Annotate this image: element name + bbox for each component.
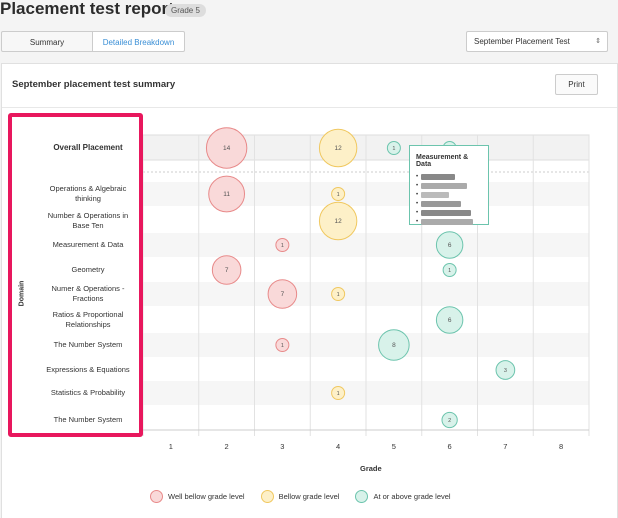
page-title: Placement test report <box>0 0 174 18</box>
bubble-value-label: 12 <box>335 145 343 152</box>
x-tick-label: 2 <box>225 442 229 451</box>
legend-label: At or above grade level <box>373 492 451 501</box>
tooltip-row: • <box>416 217 482 226</box>
view-tabs: Summary Detailed Breakdown <box>1 31 185 52</box>
tooltip-title: Measurement & Data <box>416 154 469 168</box>
legend-swatch <box>150 490 163 503</box>
tooltip-redacted-bar <box>421 173 456 180</box>
chevron-updown-icon: ⇕ <box>595 38 601 45</box>
domain-label: The Number System <box>53 415 123 424</box>
x-tick-label: 8 <box>559 442 563 451</box>
domain-label: Statistics & Probability <box>50 388 126 397</box>
legend-swatch <box>260 490 274 503</box>
data-bubble <box>275 338 290 352</box>
x-tick-label: 3 <box>280 442 284 451</box>
tooltip-row: • <box>416 190 482 199</box>
domain-label: Measurement & Data <box>52 240 124 249</box>
bubble-value-label: 12 <box>335 218 343 225</box>
test-select-value: September Placement Test <box>474 37 570 46</box>
bubble-value-label: 1 <box>392 146 395 152</box>
legend-label: Bellow grade level <box>278 492 340 501</box>
tooltip-row: • <box>416 181 482 190</box>
bubble-value-label: 1 <box>281 343 284 349</box>
domain-label: Operations & Algebraic thinking <box>49 184 127 203</box>
bubble-value-label: 14 <box>223 145 231 152</box>
bubble-value-label: 6 <box>448 242 452 249</box>
bubble-value-label: 1 <box>448 268 451 274</box>
x-tick-label: 1 <box>169 442 173 451</box>
x-tick-label: 4 <box>336 442 340 451</box>
x-tick-label: 5 <box>392 442 396 451</box>
legend-label: Well bellow grade level <box>168 492 245 501</box>
legend-swatch <box>355 490 369 503</box>
tooltip-row: • <box>416 172 482 181</box>
domain-label: Geometry <box>71 265 105 274</box>
tooltip-row: • <box>416 208 482 217</box>
domain-label: The Number System <box>53 340 123 349</box>
legend-item: At or above grade level <box>355 490 451 503</box>
y-axis-title: Domain <box>18 280 26 307</box>
data-bubble <box>318 128 358 168</box>
data-bubble <box>211 255 242 285</box>
data-bubble <box>435 231 464 259</box>
tab-detailed-breakdown[interactable]: Detailed Breakdown <box>93 31 185 52</box>
bubble-value-label: 1 <box>337 292 340 298</box>
tooltip-row: • <box>416 199 482 208</box>
bubble-value-label: 11 <box>223 191 230 198</box>
data-bubble <box>386 141 401 155</box>
data-bubble <box>435 306 464 334</box>
x-tick-label: 6 <box>448 442 452 451</box>
domain-label: Number & Operations in Base Ten <box>47 211 129 230</box>
data-bubble <box>331 187 346 201</box>
legend-item: Well bellow grade level <box>150 490 245 503</box>
domain-label: Numer & Operations - Fractions <box>51 284 125 303</box>
bubble-value-label: 1 <box>281 243 284 249</box>
bubble-value-label: 7 <box>281 291 285 298</box>
data-bubble <box>442 263 457 277</box>
tooltip: Measurement & Data • • • • • • <box>409 145 489 225</box>
print-button[interactable]: Print <box>555 74 598 95</box>
data-bubble <box>267 279 298 309</box>
bubble-value-label: 8 <box>392 342 396 349</box>
domain-label: Ratios & Proportional Relationships <box>52 310 124 329</box>
data-bubble <box>495 360 516 380</box>
data-bubble <box>331 386 346 400</box>
data-bubble <box>331 287 346 301</box>
tooltip-redacted-bar <box>421 182 468 189</box>
grade-badge: Grade 5 <box>165 4 206 17</box>
domain-label: Overall Placement <box>53 143 123 152</box>
x-axis-title: Grade <box>360 464 382 473</box>
bubble-value-label: 7 <box>225 267 229 274</box>
x-tick-label: 7 <box>503 442 507 451</box>
bubble-value-label: 6 <box>448 317 452 324</box>
data-bubble <box>275 238 290 252</box>
bubble-value-label: 3 <box>504 368 507 374</box>
data-bubble <box>378 329 410 361</box>
card-title: September placement test summary <box>12 79 176 90</box>
chart-legend: Well bellow grade level Bellow grade leve… <box>150 490 451 503</box>
test-select[interactable]: September Placement Test ⇕ <box>466 31 608 52</box>
tab-summary[interactable]: Summary <box>1 31 93 52</box>
tooltip-redacted-bar <box>421 209 472 216</box>
domain-label: Expressions & Equations <box>46 365 130 374</box>
bubble-value-label: 1 <box>337 192 340 198</box>
tooltip-redacted-bar <box>421 191 450 198</box>
legend-item: Bellow grade level <box>260 490 340 503</box>
tooltip-redacted-bar <box>421 200 462 207</box>
data-bubble <box>208 175 246 213</box>
tooltip-redacted-bar <box>421 218 474 225</box>
bubble-value-label: 2 <box>448 418 451 424</box>
data-bubble <box>441 411 458 429</box>
data-bubble <box>205 127 248 169</box>
data-bubble <box>318 201 358 241</box>
card-divider <box>2 107 617 108</box>
bubble-value-label: 1 <box>337 391 340 397</box>
